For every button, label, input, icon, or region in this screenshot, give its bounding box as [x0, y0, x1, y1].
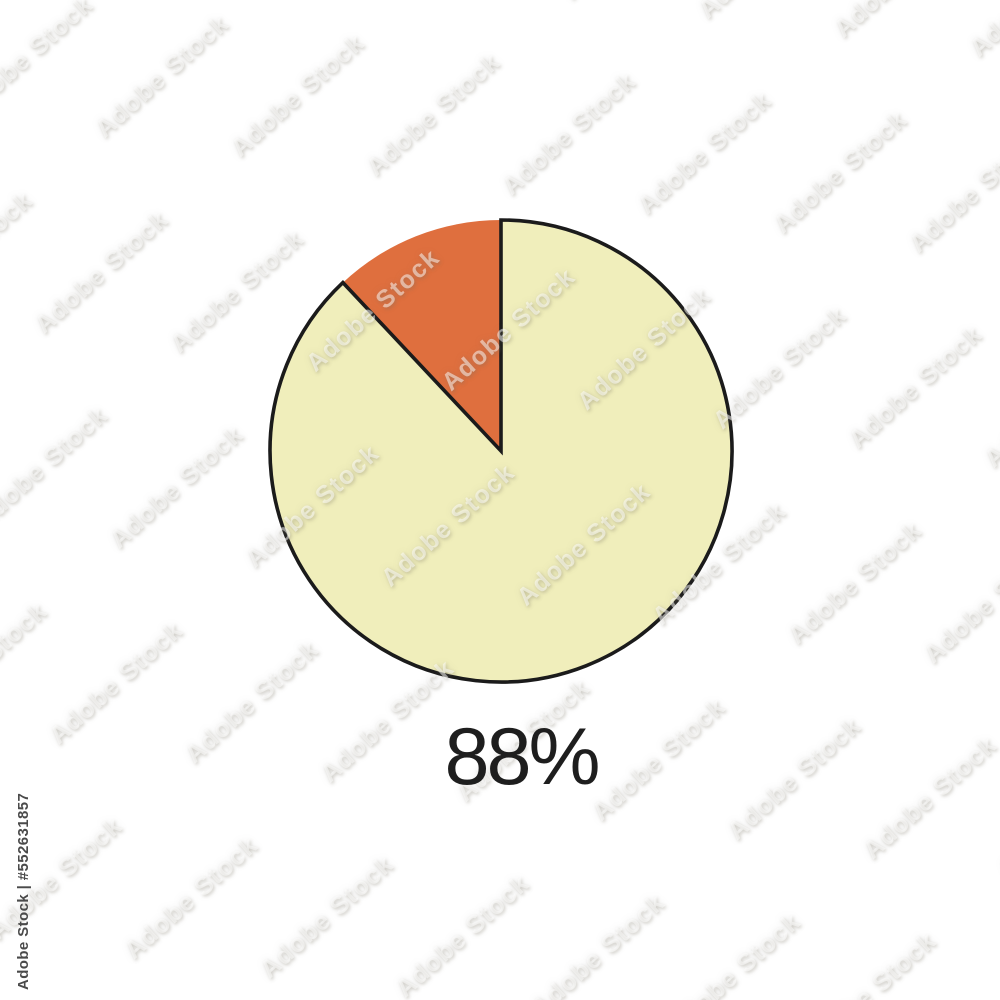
percent-label: 88% — [444, 712, 600, 802]
pie-slice-majority — [268, 218, 734, 684]
pie-slice-minority — [342, 220, 501, 451]
watermark-credit-text: Adobe Stock | #552631857 — [15, 792, 32, 990]
